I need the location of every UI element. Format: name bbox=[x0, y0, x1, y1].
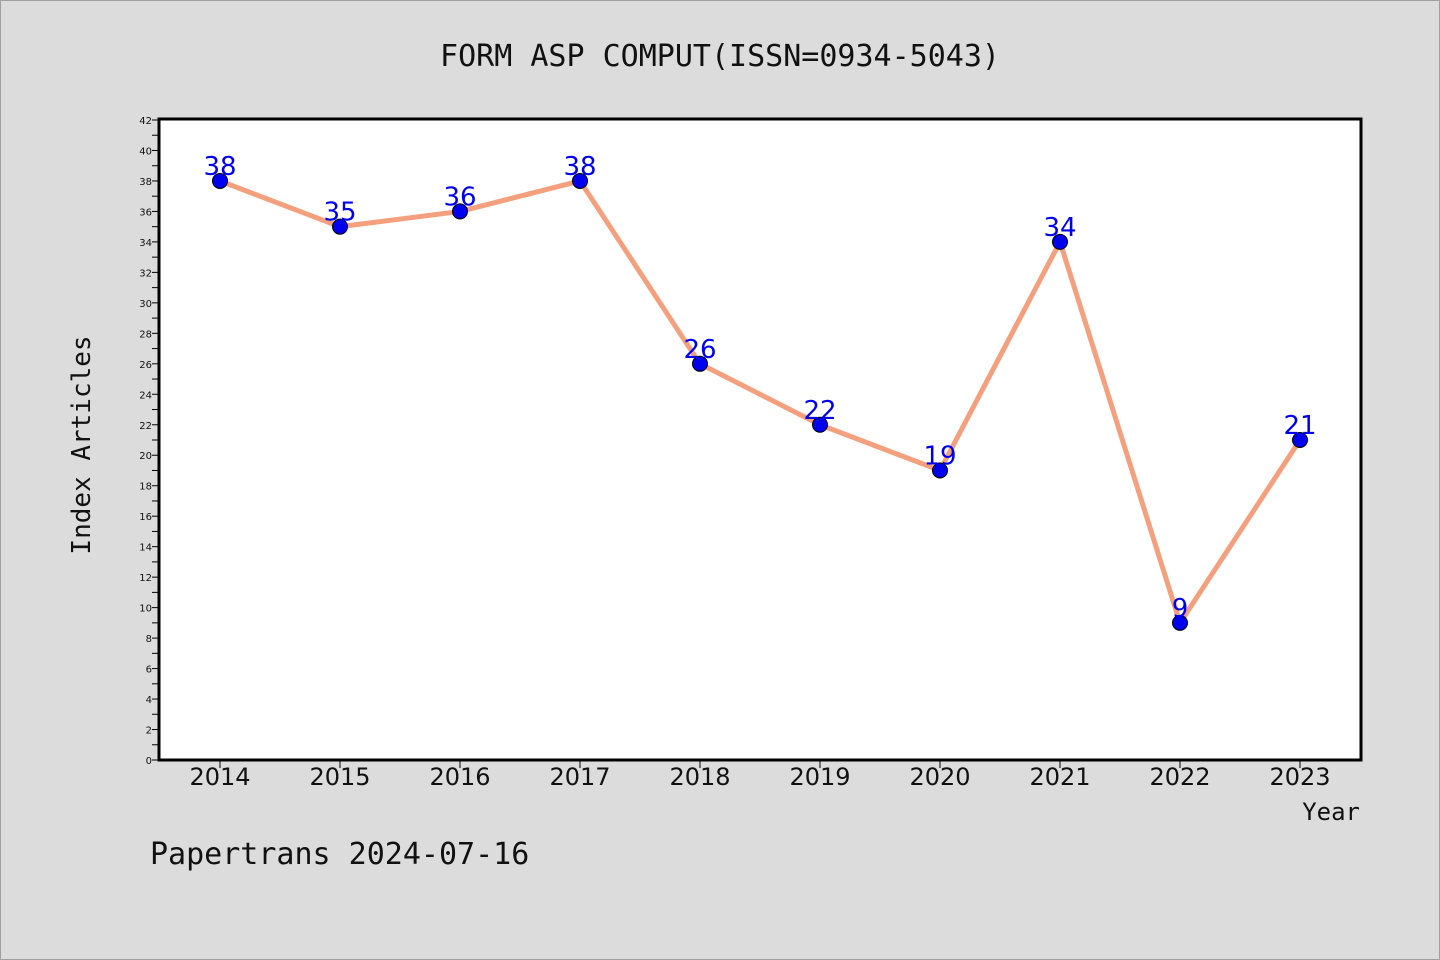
y-tick-label: 8 bbox=[146, 634, 152, 645]
data-label: 34 bbox=[1043, 213, 1076, 243]
series-line bbox=[219, 178, 1303, 626]
x-tick-label: 2018 bbox=[669, 763, 730, 791]
x-axis: 2014 2015 2016 2017 2018 2019 2020 2021 2022 2023 bbox=[189, 760, 1331, 791]
y-axis-label: Index Articles bbox=[67, 335, 97, 554]
x-tick-label: 2023 bbox=[1269, 763, 1330, 791]
y-tick-label: 2 bbox=[146, 726, 152, 737]
watermark-text: Papertrans 2024-07-16 bbox=[150, 837, 529, 872]
y-tick-label: 10 bbox=[139, 604, 152, 615]
y-tick-label: 4 bbox=[146, 695, 152, 706]
data-point bbox=[692, 355, 708, 372]
y-tick-label: 34 bbox=[139, 238, 152, 249]
y-tick-label: 0 bbox=[146, 756, 152, 767]
y-tick-label: 18 bbox=[139, 482, 152, 493]
y-tick-label: 26 bbox=[139, 360, 152, 371]
x-tick-label: 2021 bbox=[1029, 763, 1090, 791]
x-tick-label: 2020 bbox=[909, 763, 970, 791]
data-point bbox=[1292, 432, 1308, 448]
data-point bbox=[212, 172, 228, 189]
x-tick-label: 2022 bbox=[1149, 763, 1210, 791]
y-tick-label: 14 bbox=[139, 543, 152, 554]
data-point bbox=[572, 172, 588, 189]
data-label: 22 bbox=[803, 396, 836, 426]
data-labels: 38 35 36 38 26 22 19 34 9 21 bbox=[203, 152, 1316, 624]
data-point bbox=[812, 416, 828, 433]
y-tick-label: 16 bbox=[139, 512, 152, 523]
data-point bbox=[1172, 614, 1188, 631]
x-tick-label: 2016 bbox=[429, 763, 490, 791]
y-tick-label: 40 bbox=[139, 146, 152, 157]
y-tick-label: 38 bbox=[139, 177, 152, 188]
y-tick-label: 36 bbox=[139, 207, 152, 218]
data-label: 26 bbox=[683, 335, 716, 365]
x-tick-label: 2015 bbox=[309, 763, 370, 791]
x-tick-label: 2014 bbox=[189, 763, 250, 791]
y-tick-label: 6 bbox=[146, 665, 152, 676]
x-tick-label: 2017 bbox=[549, 763, 610, 791]
data-label: 38 bbox=[203, 152, 236, 182]
data-point bbox=[1052, 233, 1068, 250]
data-point bbox=[332, 218, 348, 235]
data-markers bbox=[212, 172, 1308, 631]
y-tick-label: 32 bbox=[139, 268, 152, 279]
data-label: 38 bbox=[563, 152, 596, 182]
x-axis-label: Year bbox=[1302, 798, 1360, 826]
data-label: 36 bbox=[443, 182, 476, 212]
data-label: 35 bbox=[323, 198, 356, 228]
y-tick-label: 22 bbox=[139, 421, 152, 432]
y-tick-label: 20 bbox=[139, 451, 152, 462]
data-point bbox=[932, 462, 948, 479]
y-tick-label: 24 bbox=[139, 390, 152, 401]
data-label: 21 bbox=[1283, 411, 1316, 441]
x-tick-label: 2019 bbox=[789, 763, 850, 791]
data-point bbox=[452, 203, 468, 220]
data-label: 19 bbox=[923, 441, 956, 471]
y-tick-label: 28 bbox=[139, 329, 152, 340]
y-tick-label: 30 bbox=[139, 299, 152, 310]
data-label: 9 bbox=[1172, 594, 1189, 624]
y-tick-label: 42 bbox=[139, 116, 152, 127]
chart-title: FORM ASP COMPUT(ISSN=0934-5043) bbox=[440, 39, 1000, 74]
y-tick-label: 12 bbox=[139, 573, 152, 584]
